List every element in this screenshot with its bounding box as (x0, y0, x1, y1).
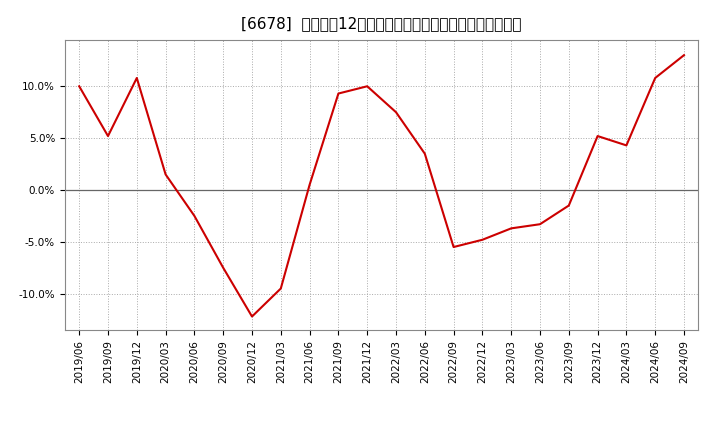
Title: [6678]  売上高の12か月移動合計の対前年同期増減率の推移: [6678] 売上高の12か月移動合計の対前年同期増減率の推移 (241, 16, 522, 32)
